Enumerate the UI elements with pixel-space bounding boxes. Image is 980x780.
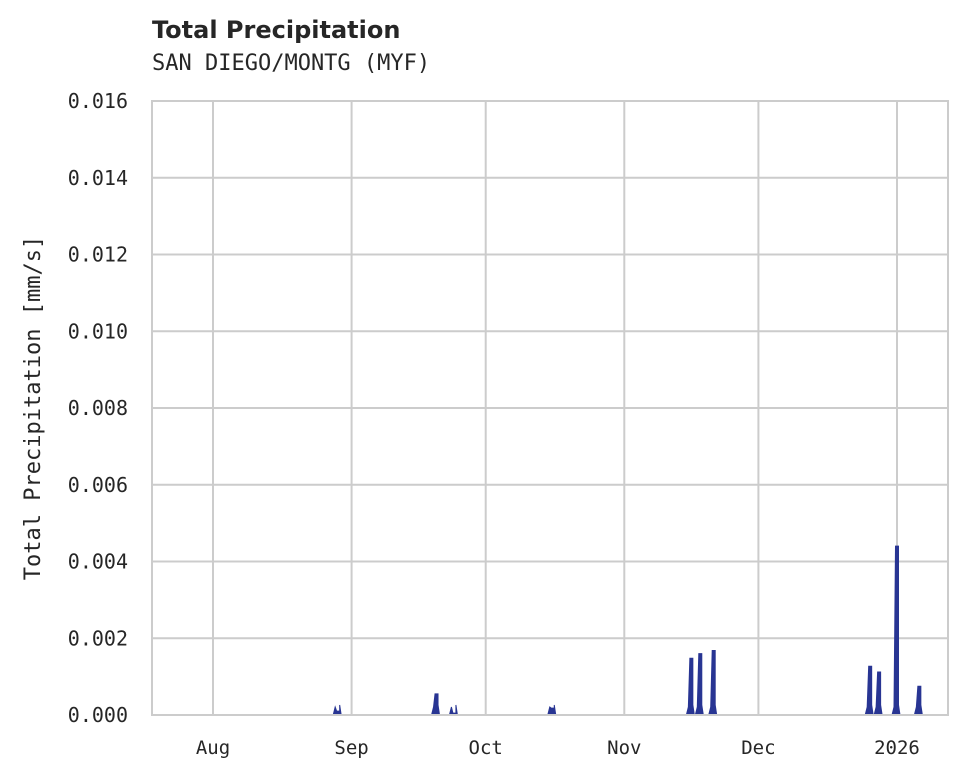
- y-tick-label: 0.014: [68, 166, 128, 190]
- y-axis-label: Total Precipitation [mm/s]: [21, 236, 46, 580]
- gridlines: [152, 100, 948, 716]
- chart-subtitle: SAN DIEGO/MONTG (MYF): [152, 51, 431, 76]
- y-tick-label: 0.006: [68, 473, 128, 497]
- x-tick-label: 2026: [874, 737, 920, 759]
- y-tick-label: 0.008: [68, 396, 128, 420]
- y-tick-label: 0.002: [68, 626, 128, 650]
- x-tick-label: Sep: [334, 737, 368, 759]
- y-tick-label: 0.016: [68, 89, 128, 113]
- precipitation-series: [152, 545, 948, 716]
- y-tick-label: 0.012: [68, 243, 128, 267]
- y-tick-label: 0.010: [68, 319, 128, 343]
- x-tick-label: Nov: [607, 737, 641, 759]
- chart-title: Total Precipitation: [152, 16, 401, 44]
- y-tick-label: 0.004: [68, 550, 128, 574]
- x-tick-label: Aug: [196, 737, 230, 759]
- y-tick-label: 0.000: [68, 703, 128, 727]
- y-axis-ticks: 0.000 0.002 0.004 0.006 0.008 0.010 0.012 0.014…: [68, 89, 128, 727]
- x-tick-label: Oct: [469, 737, 503, 759]
- x-axis-ticks: Aug Sep Oct Nov Dec 2026: [196, 737, 920, 759]
- x-tick-label: Dec: [741, 737, 775, 759]
